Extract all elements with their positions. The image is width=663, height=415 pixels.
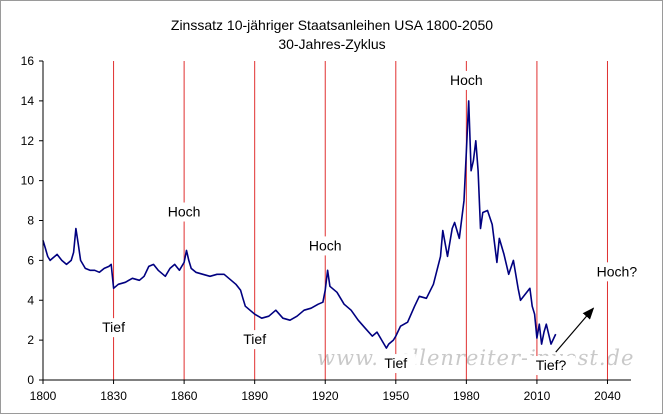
- annotation-label-5: Hoch: [450, 72, 483, 88]
- y-tick-label-4: 4: [27, 293, 34, 307]
- y-tick-label-6: 6: [27, 253, 34, 267]
- y-tick-label-2: 2: [27, 333, 34, 347]
- annotation-label-1: Hoch: [168, 204, 201, 220]
- annotation-bg-3: [305, 236, 346, 256]
- annotation-bg-4: [375, 354, 416, 374]
- x-tick-label-1980: 1980: [453, 389, 480, 403]
- annotation-label-6: Tief?: [536, 357, 567, 373]
- annotation-bg-1: [164, 202, 205, 222]
- y-tick-label-0: 0: [27, 373, 34, 387]
- x-tick-label-1890: 1890: [241, 389, 268, 403]
- annotation-bg-5: [446, 70, 487, 90]
- y-tick-label-8: 8: [27, 214, 34, 228]
- chart-title: Zinssatz 10-jähriger Staatsanleihen USA …: [171, 17, 493, 33]
- chart-subtitle: 30-Jahres-Zyklus: [278, 36, 385, 52]
- x-tick-label-1920: 1920: [312, 389, 339, 403]
- annotation-label-7: Hoch?: [597, 263, 638, 279]
- annotation-label-2: Tief: [243, 331, 266, 347]
- series-line-0: [42, 100, 557, 349]
- annotation-arrow: [555, 307, 595, 353]
- x-tick-label-2040: 2040: [594, 389, 621, 403]
- x-tick-label-1800: 1800: [30, 389, 57, 403]
- x-tick-label-1830: 1830: [100, 389, 127, 403]
- y-tick-label-10: 10: [21, 174, 35, 188]
- annotation-bg-6: [527, 356, 576, 376]
- y-tick-label-12: 12: [21, 134, 35, 148]
- annotation-label-0: Tief: [102, 319, 125, 335]
- annotation-bg-2: [234, 330, 275, 350]
- x-tick-label-1950: 1950: [382, 389, 409, 403]
- annotation-label-4: Tief: [384, 355, 407, 371]
- x-tick-label-2010: 2010: [524, 389, 551, 403]
- y-tick-label-14: 14: [21, 94, 35, 108]
- annotation-bg-7: [592, 262, 641, 282]
- annotation-bg-0: [93, 318, 134, 338]
- x-tick-label-1860: 1860: [171, 389, 198, 403]
- watermark: www.wellenreiter-invest.de: [317, 346, 634, 370]
- annotation-label-3: Hoch: [309, 237, 342, 253]
- y-tick-label-16: 16: [21, 54, 35, 68]
